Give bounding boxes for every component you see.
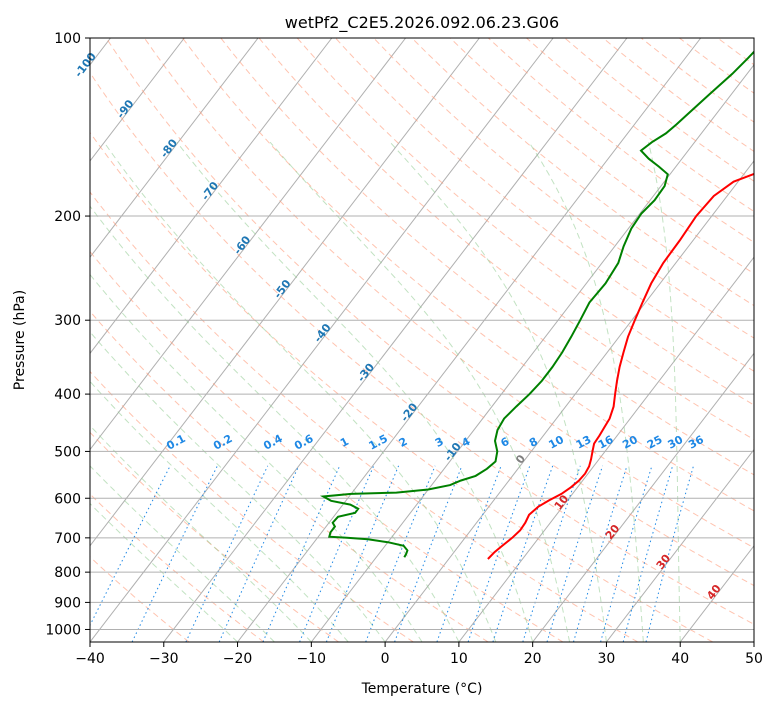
isotherm-line bbox=[458, 256, 754, 642]
dry-adiabat bbox=[335, 38, 754, 372]
dry-adiabat bbox=[90, 310, 489, 642]
isotherm-line bbox=[90, 38, 259, 258]
isotherm-line bbox=[90, 38, 554, 642]
profile-lines bbox=[319, 50, 754, 560]
y-tick-label: 200 bbox=[54, 209, 81, 225]
mixing-ratio-label: 36 bbox=[686, 433, 706, 452]
x-tick-label: 30 bbox=[598, 651, 616, 667]
x-tick-label: −30 bbox=[149, 651, 179, 667]
dry-adiabat bbox=[143, 38, 754, 549]
mixing-ratio-line bbox=[622, 465, 674, 642]
dry-adiabat bbox=[182, 38, 754, 512]
mixing-ratio-label: 30 bbox=[666, 433, 686, 452]
y-tick-label: 400 bbox=[54, 387, 81, 403]
mixing-ratio-line bbox=[546, 465, 604, 642]
isotherm-line bbox=[90, 38, 185, 162]
y-tick-label: 600 bbox=[54, 491, 81, 507]
y-axis-ticks: 100 200 300 400 500 600 700 800 900 1000 bbox=[45, 31, 90, 638]
mixing-ratio-line bbox=[218, 465, 300, 642]
x-tick-label: 40 bbox=[671, 651, 689, 667]
mixing-ratio-line bbox=[262, 465, 341, 642]
chart-title: wetPf2_C2E5.2026.092.06.23.G06 bbox=[285, 13, 559, 33]
y-axis-label: Pressure (hPa) bbox=[12, 290, 28, 390]
y-tick-label: 700 bbox=[54, 531, 81, 547]
dry-adiabat bbox=[258, 38, 754, 441]
isotherm-line bbox=[384, 160, 754, 642]
dry-adiabat bbox=[373, 38, 754, 339]
isotherm-line bbox=[163, 38, 628, 642]
y-tick-label: 300 bbox=[54, 313, 81, 329]
dry-adiabat bbox=[602, 38, 754, 153]
x-tick-label: 10 bbox=[450, 651, 468, 667]
x-axis-ticks: −40 −30 −20 −10 0 10 20 30 40 50 bbox=[75, 642, 763, 667]
x-tick-label: 50 bbox=[745, 651, 763, 667]
dry-adiabat bbox=[90, 71, 754, 625]
y-tick-label: 500 bbox=[54, 444, 81, 460]
mixing-ratio-line bbox=[131, 465, 218, 642]
dry-adiabat bbox=[296, 38, 754, 406]
dry-adiabat bbox=[90, 191, 639, 642]
mixing-ratio-line bbox=[645, 465, 694, 642]
x-tick-label: −40 bbox=[75, 651, 105, 667]
x-tick-label: −20 bbox=[223, 651, 253, 667]
mixing-ratio-label: 16 bbox=[596, 433, 616, 452]
profile-line bbox=[319, 50, 754, 558]
dry-adiabat bbox=[564, 38, 754, 182]
x-tick-label: 0 bbox=[381, 651, 390, 667]
y-tick-label: 100 bbox=[54, 31, 81, 47]
mixing-ratio-line bbox=[299, 465, 375, 642]
x-tick-label: −10 bbox=[297, 651, 327, 667]
mixing-ratio-line bbox=[185, 465, 269, 642]
x-axis-label: Temperature (°C) bbox=[361, 681, 483, 697]
mixing-ratio-line bbox=[365, 465, 436, 642]
isotherm-line bbox=[90, 38, 333, 355]
mixing-ratio-label: 10 bbox=[546, 433, 566, 452]
profile-line bbox=[487, 172, 754, 560]
mixing-ratio-labels: 0.1 0.2 0.4 0.6 1 1.5 2 3 4 6 8 10 13 16 20 25 30 36 bbox=[164, 432, 706, 453]
mixing-ratio-line bbox=[325, 465, 400, 642]
isotherm-line bbox=[90, 38, 407, 451]
isotherm-line bbox=[532, 352, 754, 642]
plot-frame bbox=[89, 37, 755, 643]
pressure-grid bbox=[90, 38, 754, 630]
mixing-ratio-line bbox=[522, 465, 581, 642]
mixing-ratio-line bbox=[573, 465, 628, 642]
dry-adiabat bbox=[220, 38, 754, 476]
dry-adiabat bbox=[90, 250, 564, 642]
plot-background bbox=[90, 38, 754, 642]
dry-adiabat bbox=[90, 370, 414, 642]
y-tick-label: 800 bbox=[54, 565, 81, 581]
mixing-ratio-line bbox=[90, 465, 171, 627]
y-tick-label: 1000 bbox=[45, 622, 81, 638]
isotherm-line bbox=[753, 641, 754, 642]
mixing-ratio-label: 25 bbox=[645, 433, 665, 452]
isotherm-line bbox=[237, 38, 702, 642]
mixing-ratio-label: 20 bbox=[620, 433, 640, 452]
dry-adiabat bbox=[526, 38, 754, 213]
y-tick-label: 900 bbox=[54, 595, 81, 611]
x-tick-label: 20 bbox=[524, 651, 542, 667]
dry-adiabat bbox=[105, 38, 754, 587]
isotherm-line bbox=[606, 448, 754, 642]
isotherm-line bbox=[90, 38, 480, 547]
mixing-ratio-label: 13 bbox=[574, 433, 594, 452]
dry-adiabat bbox=[90, 131, 713, 642]
dry-adiabat bbox=[411, 38, 754, 307]
